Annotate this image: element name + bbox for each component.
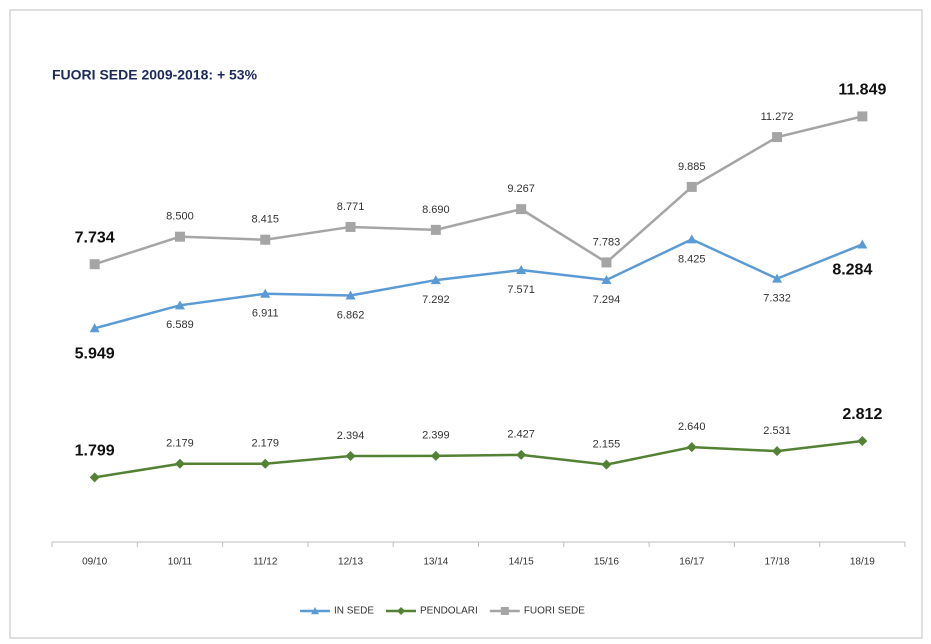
data-label: 2.531	[763, 425, 791, 437]
marker	[857, 111, 868, 122]
legend-label: IN SEDE	[334, 606, 374, 617]
data-label: 2.155	[593, 438, 621, 450]
data-label: 8.284	[832, 262, 872, 279]
chart-frame	[9, 9, 923, 639]
legend-label: FUORI SEDE	[524, 606, 585, 617]
marker	[772, 446, 783, 457]
x-tick-label: 18/19	[850, 557, 875, 568]
legend-label: PENDOLARI	[420, 606, 478, 617]
data-label: 8.500	[166, 211, 194, 223]
x-tick-label: 12/13	[338, 557, 363, 568]
data-label: 7.734	[75, 229, 115, 246]
marker	[311, 607, 319, 615]
marker	[772, 132, 783, 143]
marker	[260, 234, 271, 245]
marker	[857, 239, 868, 249]
marker	[345, 290, 356, 300]
chart-title: FUORI SEDE 2009-2018: + 53%	[52, 67, 258, 83]
marker	[260, 288, 271, 298]
marker	[686, 181, 697, 192]
data-label: 7.571	[507, 284, 535, 296]
data-label: 2.399	[422, 430, 450, 442]
marker	[174, 300, 185, 310]
data-label: 2.179	[251, 438, 279, 450]
x-tick-label: 15/16	[594, 557, 619, 568]
data-label: 1.799	[75, 443, 115, 460]
data-label: 11.849	[838, 82, 886, 99]
data-label: 9.267	[507, 183, 535, 195]
marker	[89, 259, 100, 270]
marker	[686, 234, 697, 244]
marker	[601, 257, 612, 268]
data-label: 7.294	[593, 294, 621, 306]
x-tick-label: 14/15	[509, 557, 534, 568]
data-label: 7.292	[422, 294, 450, 306]
marker	[772, 273, 783, 283]
marker	[174, 231, 185, 242]
data-label: 5.949	[75, 346, 115, 363]
x-tick-label: 13/14	[423, 557, 448, 568]
x-tick-label: 09/10	[82, 557, 107, 568]
series-line	[94, 237, 863, 330]
marker	[430, 275, 441, 285]
x-tick-label: 16/17	[679, 557, 704, 568]
data-label: 2.427	[507, 429, 535, 441]
marker	[345, 221, 356, 232]
data-label: 6.589	[166, 319, 194, 331]
marker	[89, 472, 100, 483]
series-line	[94, 439, 863, 479]
data-label: 6.862	[337, 309, 365, 321]
x-tick-label: 11/12	[253, 557, 278, 568]
data-label: 2.812	[842, 406, 882, 423]
data-label: 2.640	[678, 421, 706, 433]
marker	[89, 323, 100, 333]
x-tick-label: 10/11	[168, 557, 193, 568]
marker	[601, 274, 612, 284]
series-line	[94, 115, 863, 266]
marker	[260, 458, 271, 469]
data-label: 9.885	[678, 161, 706, 173]
marker	[345, 451, 356, 462]
data-label: 8.690	[422, 204, 450, 216]
data-label: 8.415	[251, 214, 279, 226]
data-label: 7.332	[763, 293, 791, 305]
marker	[500, 607, 509, 615]
marker	[397, 607, 406, 615]
data-label: 8.425	[678, 253, 706, 265]
data-label: 7.783	[593, 236, 621, 248]
marker	[601, 459, 612, 470]
data-label: 11.272	[761, 111, 794, 123]
data-label: 2.179	[166, 438, 194, 450]
x-tick-label: 17/18	[765, 557, 790, 568]
marker	[430, 224, 441, 235]
marker	[430, 450, 441, 461]
marker	[857, 435, 868, 446]
marker	[516, 449, 527, 460]
data-label: 6.911	[252, 308, 279, 320]
marker	[686, 442, 697, 453]
data-label: 8.771	[337, 201, 365, 213]
data-label: 2.394	[337, 430, 365, 442]
marker	[174, 458, 185, 469]
marker	[516, 204, 527, 215]
marker	[516, 265, 527, 275]
